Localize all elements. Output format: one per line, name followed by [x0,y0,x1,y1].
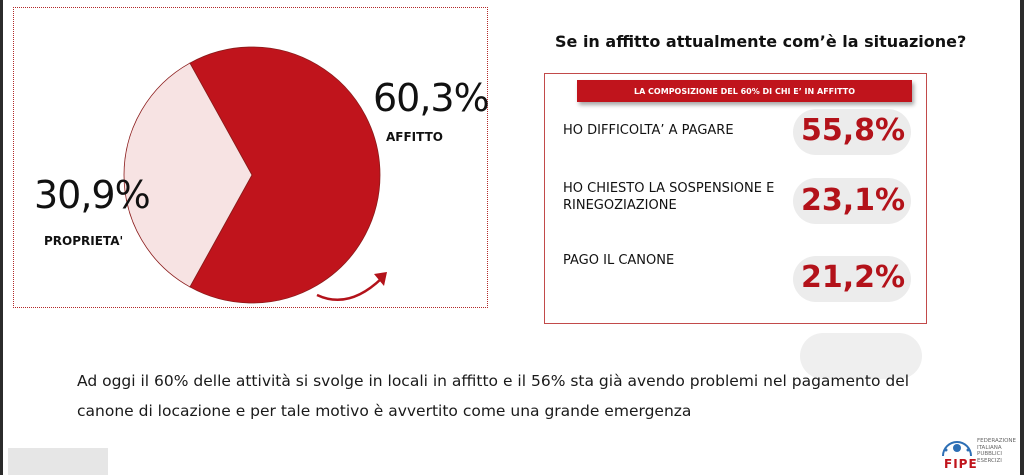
row-value-paying: 21,2% [801,260,906,295]
situation-question: Se in affitto attualmente com’è la situa… [555,32,967,51]
summary-line-2: canone di locazione e per tale motivo è … [77,402,692,420]
row-pill-paying [793,256,911,302]
arrow-head-icon [374,272,387,286]
left-frame-edge [0,0,3,475]
affitto-label: AFFITTO [386,130,443,144]
summary-line-1: Ad oggi il 60% delle attività si svolge … [77,372,910,390]
row-pill-suspension [793,178,911,224]
row-label-difficulty: HO DIFFICOLTA’ A PAGARE [563,123,734,138]
curved-arrow-icon [316,277,383,302]
pie-slice-1 [123,62,253,288]
proprieta-label: PROPRIETA' [44,234,124,248]
logo-line-1: FEDERAZIONE [977,438,1017,444]
logo-text: FEDERAZIONE ITALIANA PUBBLICI ESERCIZI [977,438,1016,464]
row-label-suspension: HO CHIESTO LA SOSPENSIONE E RINEGOZIAZIO… [563,181,775,213]
proprieta-percentage: 30,9% [34,173,151,217]
logo-emblem-icon [942,441,972,457]
logo-line-4: ESERCIZI [977,457,1002,464]
logo-line-2: ITALIANA [977,444,1002,451]
row-value-difficulty: 55,8% [801,113,906,148]
logo-line-3: PUBBLICI [977,451,1003,457]
fipe-logo: FIPE FEDERAZIONE ITALIANA PUBBLICI ESERC… [937,436,1022,472]
affitto-percentage: 60,3% [373,76,490,120]
row-pill-difficulty [793,109,911,155]
row-value-suspension: 23,1% [801,183,906,218]
pie-chart [123,46,387,304]
card-header: LA COMPOSIZIONE DEL 60% DI CHI E’ IN AFF… [577,80,912,102]
pie-slice-0 [189,46,381,304]
decorative-pill [800,333,922,379]
logo-wordmark: FIPE [944,457,978,471]
rent-composition-card: LA COMPOSIZIONE DEL 60% DI CHI E’ IN AFF… [544,73,927,324]
pie-chart-panel: 60,3% AFFITTO 30,9% PROPRIETA' [13,7,490,308]
summary-text: Ad oggi il 60% delle attività si svolge … [77,366,977,426]
right-frame-edge [1020,0,1024,475]
decorative-box [8,448,108,475]
row-label-paying: PAGO IL CANONE [563,253,675,268]
